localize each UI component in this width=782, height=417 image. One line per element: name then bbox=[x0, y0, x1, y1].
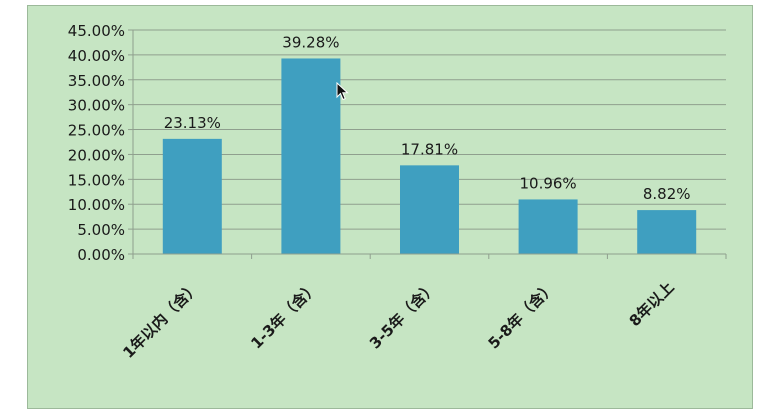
bar-value-label: 10.96% bbox=[519, 174, 576, 192]
y-axis-tick-label: 15.00% bbox=[68, 171, 125, 189]
bar bbox=[518, 199, 578, 254]
bar bbox=[637, 210, 697, 254]
value-labels: 23.13% 39.28% 17.81% 10.96% 8.82% bbox=[164, 33, 691, 203]
x-axis-tick-labels: 1年以内（含） 1-3年（含） 3-5年（含） 5-8年（含） 8年以上 bbox=[119, 278, 677, 362]
bar-chart: 0.00% 5.00% 10.00% 15.00% 20.00% 25.00% 30.00%… bbox=[68, 22, 727, 362]
gridlines bbox=[133, 29, 726, 230]
y-axis-tick-label: 20.00% bbox=[68, 146, 125, 164]
x-axis-category-label: 3-5年（含） bbox=[366, 278, 440, 352]
y-axis-tick-label: 40.00% bbox=[68, 47, 125, 65]
mouse-pointer-icon bbox=[336, 82, 349, 101]
bar bbox=[281, 58, 341, 255]
bar-value-label: 23.13% bbox=[164, 114, 221, 132]
y-axis-tick-labels: 0.00% 5.00% 10.00% 15.00% 20.00% 25.00% 30.00%… bbox=[68, 22, 125, 264]
y-axis-tick-label: 35.00% bbox=[68, 72, 125, 90]
bar-value-label: 8.82% bbox=[643, 185, 691, 203]
bars bbox=[162, 58, 697, 255]
axes bbox=[128, 29, 727, 259]
y-axis-tick-label: 0.00% bbox=[77, 246, 125, 264]
x-axis-category-label: 1年以内（含） bbox=[119, 278, 203, 362]
y-axis-tick-label: 45.00% bbox=[68, 22, 125, 40]
bar-value-label: 39.28% bbox=[282, 33, 339, 51]
bar bbox=[162, 138, 222, 254]
y-axis-tick-label: 25.00% bbox=[68, 122, 125, 140]
y-axis-tick-label: 30.00% bbox=[68, 97, 125, 115]
bar bbox=[400, 165, 459, 254]
chart-area: 0.00% 5.00% 10.00% 15.00% 20.00% 25.00% 30.00%… bbox=[27, 5, 753, 409]
x-axis-category-label: 1-3年（含） bbox=[247, 278, 321, 352]
x-axis-category-label: 5-8年（含） bbox=[485, 278, 559, 352]
x-axis-category-label: 8年以上 bbox=[626, 278, 678, 330]
y-axis-tick-label: 5.00% bbox=[77, 221, 125, 239]
y-axis-tick-label: 10.00% bbox=[68, 196, 125, 214]
bar-value-label: 17.81% bbox=[401, 140, 458, 158]
